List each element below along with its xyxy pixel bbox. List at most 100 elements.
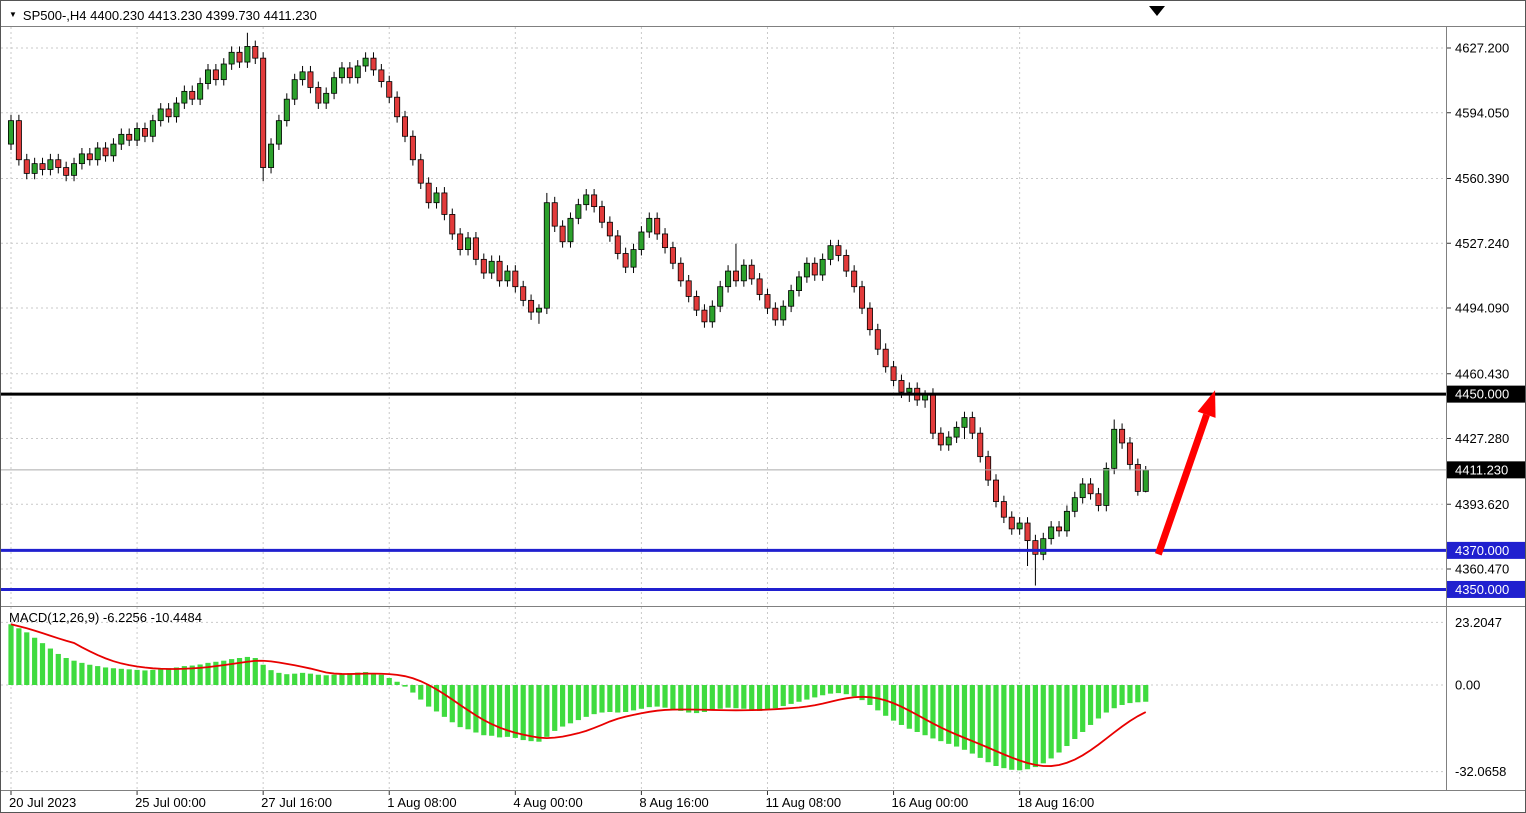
macd-histogram-bar — [717, 685, 723, 709]
macd-histogram-bar — [95, 666, 101, 685]
candle-bullish — [630, 249, 637, 268]
candle-bullish — [819, 258, 826, 276]
macd-histogram-bar — [820, 685, 826, 696]
macd-histogram-bar — [1080, 685, 1086, 732]
candle-bearish — [189, 90, 196, 100]
candle-bullish — [110, 143, 117, 157]
macd-histogram-bar — [757, 685, 763, 711]
macd-histogram-bar — [252, 658, 258, 685]
macd-histogram-bar — [402, 685, 408, 687]
candle-bearish — [55, 159, 62, 168]
macd-histogram-bar — [1087, 685, 1094, 725]
macd-histogram-bar — [315, 674, 321, 685]
macd-histogram-bar — [993, 685, 999, 766]
macd-histogram-bar — [623, 685, 629, 712]
candle-bearish — [528, 299, 535, 313]
candle-bearish — [693, 296, 700, 311]
macd-histogram-bar — [749, 685, 755, 710]
macd-histogram-bar — [859, 685, 865, 701]
chart-shift-icon[interactable] — [1149, 6, 1165, 16]
candle-bullish — [433, 192, 440, 204]
candle-bullish — [575, 204, 582, 219]
macd-histogram-bar — [87, 664, 93, 685]
candle-bearish — [63, 167, 70, 176]
price-tick-label: 4627.200 — [1455, 41, 1509, 56]
price-tick-label: 4527.240 — [1455, 236, 1509, 251]
trend-arrow-shaft[interactable] — [1155, 413, 1210, 556]
grid-layer — [1, 27, 1446, 790]
candle-bearish — [1008, 516, 1015, 530]
macd-histogram-bar — [575, 685, 581, 721]
candle-bullish — [134, 128, 141, 141]
macd-histogram-bar — [16, 628, 22, 685]
candle-bearish — [898, 380, 905, 393]
macd-histogram-bar — [544, 685, 550, 737]
candle-bearish — [851, 270, 858, 288]
price-tag-4350.000-text: 4350.000 — [1455, 582, 1509, 597]
candles-layer — [8, 32, 1149, 586]
macd-histogram-bar — [1001, 685, 1007, 769]
candle-bearish — [102, 147, 109, 157]
macd-histogram-bar — [394, 681, 400, 685]
candle-bearish — [409, 135, 416, 161]
time-axis-label: 20 Jul 2023 — [9, 795, 76, 810]
candle-bullish — [583, 194, 590, 206]
macd-histogram-bar — [118, 668, 124, 685]
macd-histogram-bar — [331, 674, 337, 685]
macd-histogram-bar — [134, 669, 140, 685]
candle-bearish — [551, 202, 558, 227]
macd-histogram-bar — [906, 685, 912, 729]
candle-bullish — [1103, 467, 1110, 506]
time-axis-label: 4 Aug 00:00 — [513, 795, 582, 810]
macd-histogram-bar — [158, 668, 164, 685]
candle-bullish — [796, 276, 803, 291]
candle-bullish — [504, 270, 511, 282]
price-tick-label: 4460.430 — [1455, 366, 1509, 381]
candle-bearish — [236, 51, 243, 63]
candle-bullish — [181, 90, 188, 104]
macd-histogram-bar — [1032, 685, 1038, 768]
candle-bullish — [535, 307, 542, 313]
macd-histogram-bar — [71, 660, 77, 685]
candle-bearish — [425, 182, 432, 204]
macd-histogram-bar — [662, 685, 668, 708]
macd-histogram-bar — [1024, 685, 1031, 770]
macd-histogram-bar — [693, 685, 700, 714]
macd-histogram-bar — [386, 677, 392, 685]
candle-bearish — [86, 153, 93, 161]
candle-bullish — [244, 46, 251, 63]
macd-histogram-bar — [591, 685, 597, 715]
candle-bearish — [126, 133, 133, 141]
macd-signal-line — [10, 623, 1147, 767]
candle-bullish — [220, 63, 227, 81]
macd-histogram-bar — [307, 673, 314, 685]
macd-histogram-bar — [268, 670, 274, 685]
macd-histogram-bar — [142, 670, 148, 685]
candle-bullish — [1071, 497, 1078, 512]
macd-histogram-bar — [504, 685, 511, 737]
candle-bearish — [370, 57, 377, 71]
macd-histogram-bar — [678, 685, 684, 711]
candle-bullish — [788, 290, 795, 307]
price-tick-label: 4494.090 — [1455, 301, 1509, 316]
candle-bearish — [1024, 522, 1031, 542]
candle-bearish — [441, 192, 448, 215]
macd-histogram-bar — [441, 685, 447, 717]
candle-bullish — [197, 83, 204, 100]
price-tag-4370.000 — [1447, 541, 1525, 559]
macd-histogram-bar — [24, 632, 30, 685]
trend-arrow-head[interactable] — [1197, 390, 1216, 418]
candle-bullish — [567, 217, 574, 243]
candle-bearish — [882, 348, 889, 368]
candle-bearish — [591, 194, 598, 208]
macd-histogram-bar — [583, 685, 589, 717]
macd-histogram-bar — [299, 672, 306, 685]
macd-histogram-bar — [938, 685, 944, 742]
macd-histogram-bar — [323, 675, 329, 685]
macd-histogram-bar — [764, 685, 771, 710]
bid-price-tag — [1447, 461, 1525, 479]
macd-histogram-bar — [465, 685, 471, 730]
candle-bearish — [449, 214, 456, 235]
macd-histogram-bar — [1119, 685, 1125, 705]
